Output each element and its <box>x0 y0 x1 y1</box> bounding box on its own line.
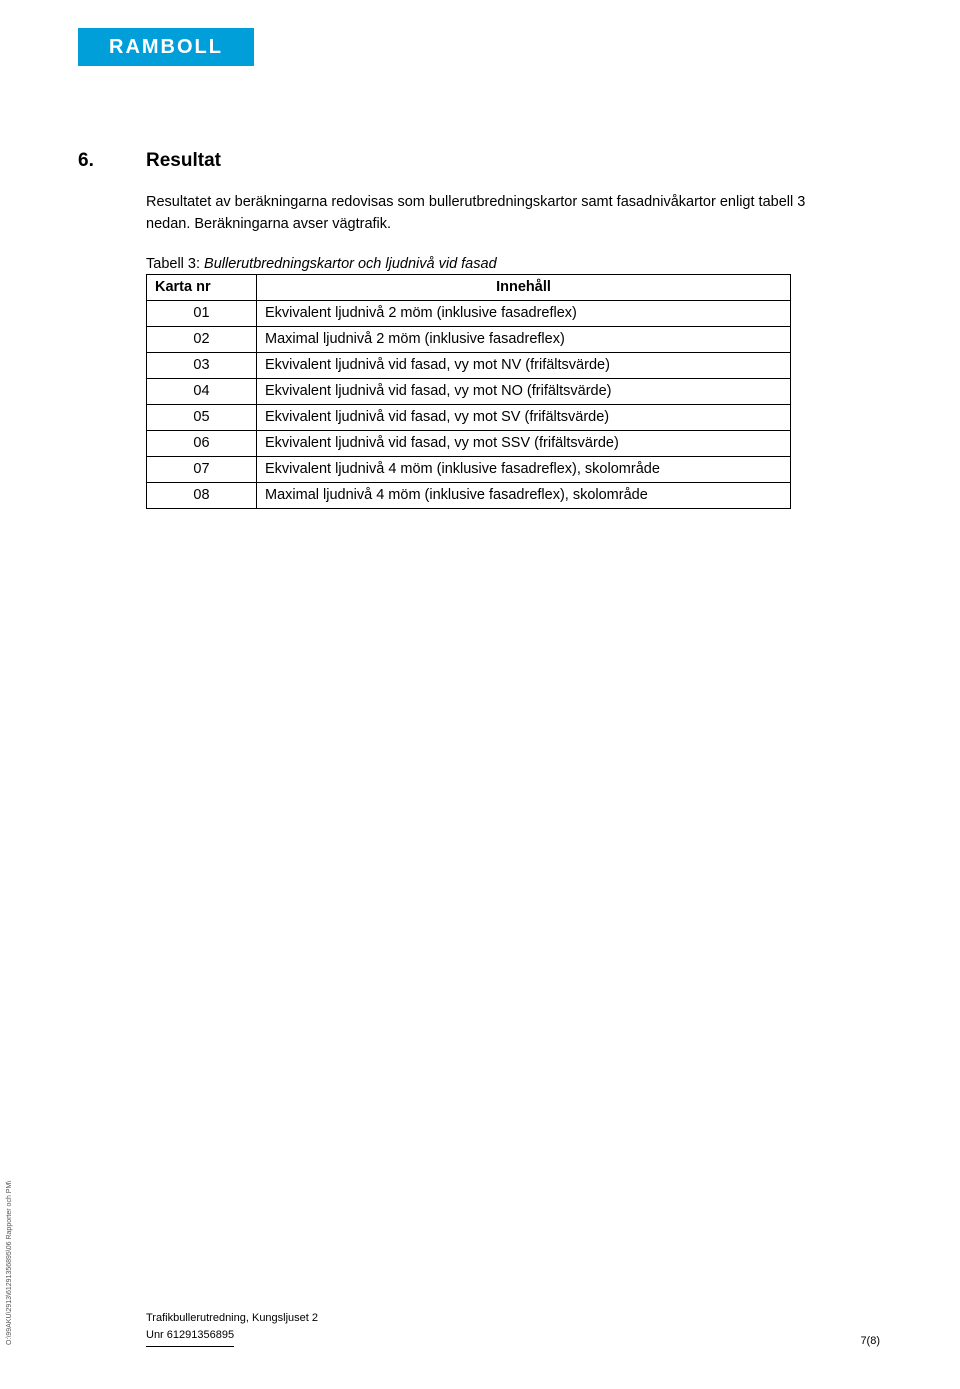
table-row: 02 Maximal ljudnivå 2 möm (inklusive fas… <box>147 326 791 352</box>
section-title: Resultat <box>146 150 221 172</box>
table-cell-innehall: Maximal ljudnivå 4 möm (inklusive fasadr… <box>257 482 791 508</box>
page-number: 7(8) <box>860 1335 880 1347</box>
table-row: 07 Ekvivalent ljudnivå 4 möm (inklusive … <box>147 456 791 482</box>
table-row: 04 Ekvivalent ljudnivå vid fasad, vy mot… <box>147 378 791 404</box>
side-file-path: O:\99AKU\2913\61291356895\06 Rapporter o… <box>6 1181 13 1345</box>
table-cell-karta: 01 <box>147 300 257 326</box>
table-caption: Tabell 3: Bullerutbredningskartor och lj… <box>146 256 808 272</box>
table-caption-rest: Bullerutbredningskartor och ljudnivå vid… <box>200 256 497 272</box>
table-cell-karta: 07 <box>147 456 257 482</box>
results-table: Karta nr Innehåll 01 Ekvivalent ljudnivå… <box>146 274 791 509</box>
section-heading-row: 6. Resultat <box>78 150 808 172</box>
table-cell-innehall: Ekvivalent ljudnivå vid fasad, vy mot SV… <box>257 404 791 430</box>
table-cell-innehall: Ekvivalent ljudnivå 4 möm (inklusive fas… <box>257 456 791 482</box>
table-cell-innehall: Ekvivalent ljudnivå vid fasad, vy mot NV… <box>257 352 791 378</box>
table-cell-karta: 06 <box>147 430 257 456</box>
table-cell-innehall: Ekvivalent ljudnivå 2 möm (inklusive fas… <box>257 300 791 326</box>
table-header-row: Karta nr Innehåll <box>147 274 791 300</box>
table-row: 05 Ekvivalent ljudnivå vid fasad, vy mot… <box>147 404 791 430</box>
main-content: 6. Resultat Resultatet av beräkningarna … <box>78 150 808 509</box>
footer-title: Trafikbullerutredning, Kungsljuset 2 <box>146 1310 318 1328</box>
section-number: 6. <box>78 150 146 172</box>
table-cell-karta: 08 <box>147 482 257 508</box>
table-row: 06 Ekvivalent ljudnivå vid fasad, vy mot… <box>147 430 791 456</box>
table-header-col1: Karta nr <box>147 274 257 300</box>
table-cell-karta: 03 <box>147 352 257 378</box>
table-cell-karta: 02 <box>147 326 257 352</box>
intro-paragraph: Resultatet av beräkningarna redovisas so… <box>146 192 808 236</box>
table-cell-innehall: Ekvivalent ljudnivå vid fasad, vy mot NO… <box>257 378 791 404</box>
table-caption-prefix: Tabell 3: <box>146 256 200 272</box>
table-row: 01 Ekvivalent ljudnivå 2 möm (inklusive … <box>147 300 791 326</box>
footer-unr: Unr 61291356895 <box>146 1327 234 1347</box>
brand-logo: RAMBOLL <box>78 28 254 66</box>
table-cell-karta: 04 <box>147 378 257 404</box>
table-cell-karta: 05 <box>147 404 257 430</box>
table-cell-innehall: Ekvivalent ljudnivå vid fasad, vy mot SS… <box>257 430 791 456</box>
footer-block: Trafikbullerutredning, Kungsljuset 2 Unr… <box>146 1310 318 1347</box>
table-row: 08 Maximal ljudnivå 4 möm (inklusive fas… <box>147 482 791 508</box>
table-cell-innehall: Maximal ljudnivå 2 möm (inklusive fasadr… <box>257 326 791 352</box>
table-header-col2: Innehåll <box>257 274 791 300</box>
table-row: 03 Ekvivalent ljudnivå vid fasad, vy mot… <box>147 352 791 378</box>
brand-logo-text: RAMBOLL <box>109 36 223 59</box>
